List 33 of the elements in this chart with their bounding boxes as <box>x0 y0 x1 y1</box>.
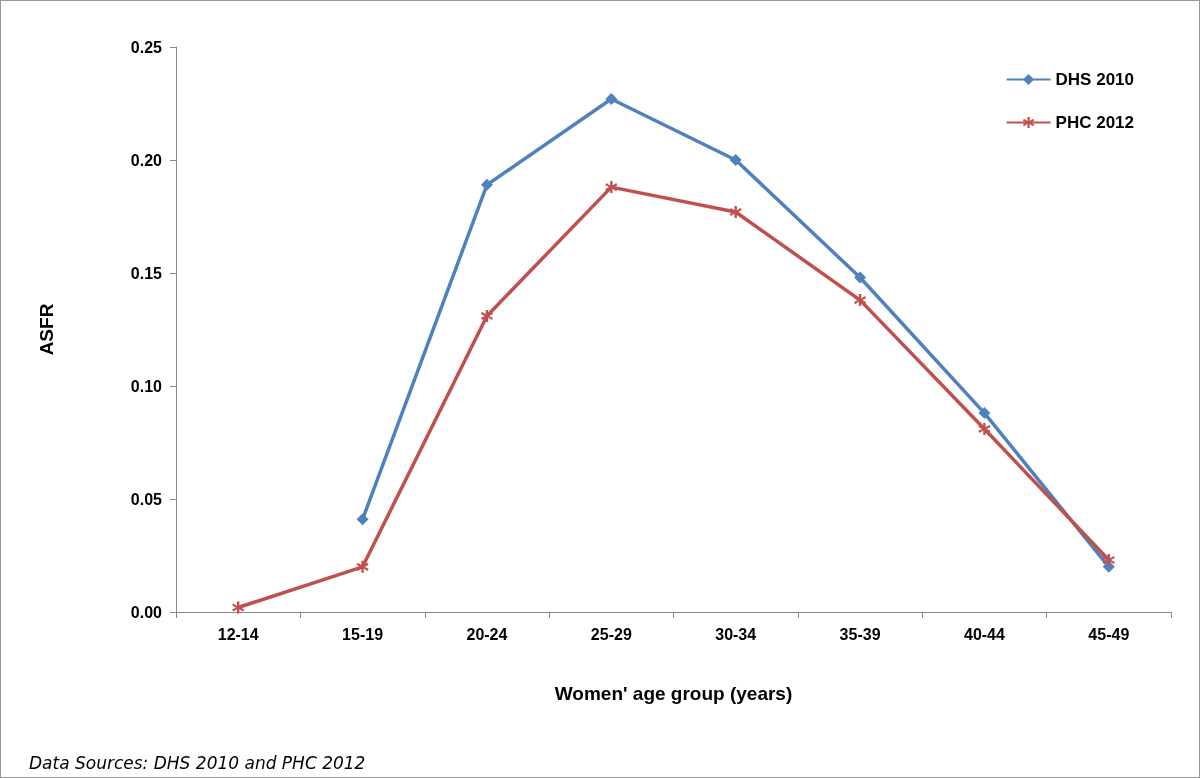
legend-label: PHC 2012 <box>1055 113 1134 132</box>
point <box>854 271 867 284</box>
x-tick-label: 20-24 <box>466 625 508 643</box>
y-tick-label: 0.20 <box>130 151 163 169</box>
point <box>605 92 618 105</box>
point <box>232 601 245 614</box>
x-tick-label: 25-29 <box>590 625 632 643</box>
text: Data Sources: DHS 2010 and PHC 2012 <box>29 753 366 773</box>
x-axis-title: Women' age group (years) <box>554 683 793 704</box>
point <box>480 309 493 322</box>
point <box>605 181 618 194</box>
x-tick-label: 35-39 <box>839 625 881 643</box>
point <box>978 407 991 420</box>
y-axis-title: ASFR <box>36 303 57 356</box>
x-tick-label: 12-14 <box>217 625 259 643</box>
y-tick-label: 0.05 <box>130 490 163 508</box>
x-tick-label: 45-49 <box>1088 625 1130 643</box>
point <box>978 422 991 435</box>
x-tick-label: 40-44 <box>963 625 1005 643</box>
point <box>356 560 369 573</box>
x-tick-label: 15-19 <box>342 625 384 643</box>
point <box>729 205 742 218</box>
y-tick-label: 0.00 <box>130 603 163 621</box>
point <box>729 154 742 166</box>
point <box>1102 554 1115 567</box>
y-tick-label: 0.15 <box>130 264 163 282</box>
point <box>480 178 493 191</box>
point <box>854 294 867 307</box>
legend-label: DHS 2010 <box>1055 70 1134 89</box>
point <box>356 513 369 526</box>
y-tick-label: 0.10 <box>130 377 163 395</box>
y-tick-label: 0.25 <box>130 38 163 56</box>
x-tick-label: 30-34 <box>715 625 757 643</box>
